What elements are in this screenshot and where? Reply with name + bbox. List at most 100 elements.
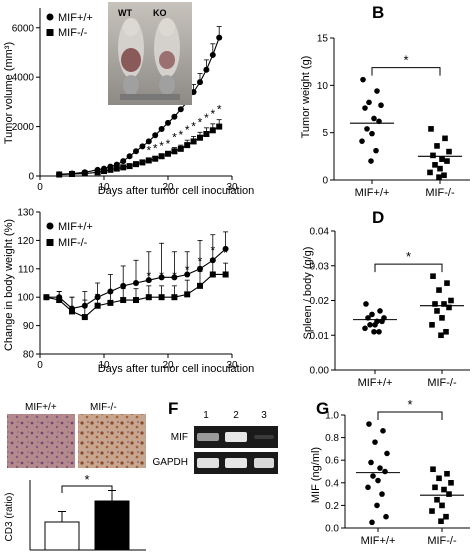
spleen-body-significance-star: * (406, 249, 411, 264)
mif-serum-point (448, 480, 454, 486)
tumor-weight-x-tick-label: MIF-/- (425, 187, 455, 199)
tumor-weight-point (360, 76, 366, 83)
tumor-weight-point (359, 138, 365, 144)
mif-serum-point (441, 486, 447, 493)
cd3-ratio-bar (44, 521, 80, 551)
tumor-volume-significance-star: * (166, 137, 171, 151)
body-weight-point (209, 271, 216, 278)
mif-serum-point (369, 519, 375, 526)
mif-serum-significance-star: * (407, 397, 412, 412)
tumor-volume-point (69, 171, 75, 178)
spleen-body-point (371, 328, 377, 335)
tumor-volume-point (177, 106, 184, 113)
legend-marker-mif-wt-2 (46, 222, 54, 230)
spleen-body-point (448, 297, 454, 304)
tumor-volume-point (216, 34, 223, 41)
gel-row-gapdh: GAPDH (152, 457, 188, 468)
tumor-weight-point (442, 135, 448, 142)
mif-serum-point (443, 513, 449, 520)
mif-serum-y-tick-label: 0.8 (325, 433, 339, 444)
tumor-volume-point (101, 168, 107, 175)
gel-panel: 1 2 3 MIF GAPDH (152, 410, 278, 474)
spleen-body-x-tick-label: MIF-/- (427, 377, 457, 389)
tumor-weight-y-tick-label: 10 (317, 81, 329, 92)
mif-serum-point (379, 491, 385, 497)
mif-serum-y-tick-label: 0.4 (325, 478, 339, 489)
tumor-volume-significance-star: * (210, 107, 215, 121)
spleen-body-point (363, 301, 369, 307)
mif-serum-point (438, 518, 444, 525)
tumor-weight-point (439, 156, 445, 162)
mif-serum-point (383, 513, 389, 520)
tumor-volume-point (56, 171, 63, 178)
mif-serum-point (444, 470, 450, 477)
tumor-volume-point (139, 143, 146, 150)
inset-label-wt: WT (118, 8, 132, 18)
tumor-volume-significance-star: * (159, 139, 164, 153)
tumor-volume-y-tick-label: 2000 (12, 122, 35, 133)
body-weight-point (222, 271, 229, 278)
tumor-volume-point (209, 51, 216, 58)
body-weight-y-tick-label: 100 (17, 293, 34, 304)
mif-serum-point (384, 450, 390, 457)
body-weight-y-tick-label: 90 (23, 321, 35, 332)
tumor-volume-point (203, 131, 210, 137)
body-weight-xlabel: Days after tumor cell inoculation (98, 363, 255, 375)
gel-row-mif: MIF (171, 432, 188, 443)
spleen-body-point (446, 304, 452, 311)
mif-serum-point (377, 465, 383, 471)
tumor-volume-point (197, 79, 203, 86)
spleen-body-y-tick-label: 0.02 (310, 296, 330, 307)
tumor-volume-point (120, 158, 127, 165)
body-weight-point (171, 294, 178, 301)
tumor-volume-point (152, 155, 159, 162)
histology-label-mif-ko: MIF-/- (90, 402, 117, 413)
spleen-body-chart: 0.00 0.01 0.02 0.03 0.04 MIF+/+ MIF-/- * Spleen… (302, 227, 470, 389)
tumor-volume-point (133, 161, 139, 168)
tumor-volume-x-tick-label: 20 (162, 182, 174, 193)
body-weight-point (158, 294, 165, 301)
spleen-body-y-tick-label: 0.00 (310, 366, 330, 377)
tumor-weight-y-tick-label: 5 (322, 128, 328, 139)
legend-label-mif-wt-2: MIF+/+ (58, 221, 93, 233)
mif-serum-point (429, 508, 435, 514)
tumor-weight-ylabel: Tumor weight (g) (300, 56, 312, 139)
tumor-weight-point (368, 158, 374, 164)
legend-marker-mif-wt (46, 13, 54, 21)
spleen-body-x-tick-label: MIF+/+ (358, 377, 393, 389)
tumor-volume-point (158, 126, 165, 133)
spleen-body-significance-bracket (374, 263, 443, 273)
spleen-body-point (377, 308, 383, 314)
body-weight-point (184, 291, 191, 298)
histology-image-mif-wt (7, 414, 75, 468)
legend-marker-mif-ko-2 (46, 239, 54, 246)
tumor-weight-point (366, 99, 372, 106)
tumor-volume-x-tick-label: 0 (37, 182, 43, 193)
mice-photo (108, 2, 192, 105)
tumor-weight-point (362, 105, 368, 111)
tumor-weight-point (434, 143, 440, 149)
body-weight-y-tick-label: 110 (18, 264, 34, 275)
tumor-weight-significance-bracket (371, 67, 441, 76)
cd3-ratio-bar (94, 500, 130, 551)
body-weight-point (69, 308, 75, 315)
tumor-volume-y-tick-label: 4000 (12, 73, 35, 84)
body-weight-significance-star: * (159, 269, 164, 283)
spleen-body-point (362, 325, 368, 332)
panel-label-f: F (168, 399, 178, 418)
tumor-volume-point (209, 127, 216, 134)
tumor-weight-point (432, 162, 438, 168)
histology-panel: MIF+/+ MIF-/- (7, 402, 146, 468)
body-weight-point (222, 245, 229, 252)
tumor-weight-point (369, 130, 375, 137)
tumor-weight-y-tick-label: 15 (317, 34, 329, 45)
tumor-weight-point (441, 172, 447, 179)
tumor-volume-point (184, 142, 191, 149)
tumor-volume-significance-star: * (191, 119, 196, 133)
body-weight-point (171, 274, 178, 281)
tumor-weight-point (378, 102, 384, 109)
tumor-weight-y-tick-label: 0 (322, 176, 328, 187)
spleen-body-point (438, 332, 444, 339)
panel-label-d: D (372, 208, 384, 227)
spleen-body-point (432, 301, 438, 307)
